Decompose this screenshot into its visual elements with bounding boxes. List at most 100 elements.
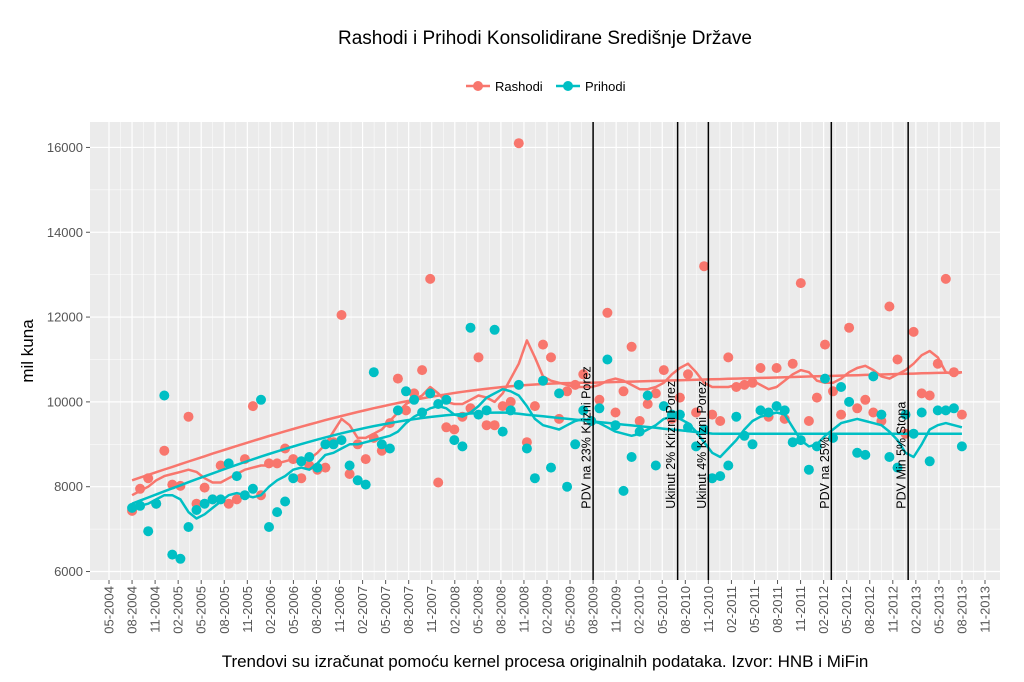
point-prihodi: [538, 375, 548, 386]
point-rashodi: [811, 392, 822, 403]
point-prihodi: [328, 439, 339, 450]
point-prihodi: [715, 471, 726, 482]
point-rashodi: [908, 326, 919, 337]
point-prihodi: [280, 496, 291, 507]
x-tick-label: 08-2009: [586, 586, 601, 634]
point-prihodi: [489, 324, 500, 335]
point-rashodi: [578, 369, 589, 380]
point-rashodi: [618, 386, 629, 397]
point-prihodi: [457, 441, 468, 452]
point-rashodi: [425, 273, 436, 284]
point-prihodi: [755, 405, 766, 416]
point-rashodi: [892, 354, 903, 365]
legend-label-rashodi: Rashodi: [495, 79, 543, 94]
point-prihodi: [852, 447, 863, 458]
x-tick-label: 08-2004: [125, 586, 140, 634]
point-prihodi: [844, 396, 855, 407]
point-prihodi: [932, 405, 943, 416]
point-prihodi: [191, 505, 202, 515]
point-prihodi: [691, 441, 702, 452]
point-rashodi: [755, 363, 766, 373]
point-prihodi: [143, 526, 154, 537]
point-prihodi: [368, 367, 379, 378]
point-prihodi: [529, 473, 540, 484]
vline-label: PDV na 25%: [818, 437, 832, 509]
x-axis: 05-2004 08-2004 11-2004 02-2005 05-2005 08-20…: [102, 580, 993, 634]
x-tick-label: 11-2008: [516, 586, 531, 633]
x-tick-label: 02-2007: [355, 586, 370, 634]
point-prihodi: [699, 424, 710, 435]
point-prihodi: [707, 473, 718, 484]
point-rashodi: [449, 424, 460, 435]
point-rashodi: [715, 416, 726, 426]
point-rashodi: [731, 382, 742, 392]
point-rashodi: [320, 462, 331, 473]
point-rashodi: [723, 352, 734, 363]
point-prihodi: [392, 405, 403, 416]
point-rashodi: [296, 473, 307, 484]
point-rashodi: [546, 352, 556, 363]
legend-marker-rashodi: [473, 81, 483, 91]
x-tick-label: 08-2010: [678, 586, 693, 634]
point-prihodi: [481, 405, 492, 416]
point-rashodi: [860, 394, 871, 405]
point-rashodi: [143, 473, 154, 484]
point-prihodi: [626, 452, 637, 462]
point-rashodi: [247, 401, 258, 412]
x-tick-label: 02-2013: [908, 586, 923, 634]
point-prihodi: [264, 522, 274, 532]
point-rashodi: [344, 469, 355, 479]
x-axis-caption: Trendovi su izračunat pomoću kernel proc…: [222, 652, 869, 671]
point-rashodi: [658, 365, 669, 376]
point-prihodi: [723, 460, 734, 471]
plot-panel: [90, 122, 1000, 580]
point-rashodi: [441, 422, 452, 433]
point-prihodi: [239, 490, 250, 501]
point-prihodi: [916, 407, 927, 418]
point-rashodi: [417, 365, 428, 376]
x-tick-label: 11-2006: [332, 586, 347, 633]
point-rashodi: [707, 409, 718, 420]
point-prihodi: [312, 462, 323, 473]
point-rashodi: [481, 420, 492, 431]
point-prihodi: [795, 435, 806, 446]
point-prihodi: [948, 403, 959, 414]
point-prihodi: [683, 422, 693, 433]
point-prihodi: [594, 403, 605, 414]
point-rashodi: [288, 454, 299, 465]
point-rashodi: [505, 396, 516, 407]
point-rashodi: [820, 339, 830, 350]
point-prihodi: [876, 409, 887, 420]
point-rashodi: [916, 388, 927, 399]
point-prihodi: [336, 435, 347, 446]
point-prihodi: [320, 439, 331, 450]
x-tick-label: 02-2005: [171, 586, 186, 634]
vline-label: Ukinut 4% Krizni Porez: [695, 381, 709, 509]
x-tick-label: 05-2005: [194, 586, 209, 634]
point-rashodi: [231, 494, 242, 505]
point-prihodi: [127, 502, 138, 513]
point-prihodi: [513, 379, 524, 390]
point-rashodi: [956, 409, 967, 420]
point-prihodi: [376, 439, 387, 450]
point-prihodi: [618, 485, 629, 496]
x-tick-label: 05-2004: [102, 586, 117, 634]
y-tick-label: 16000: [47, 140, 83, 155]
point-prihodi: [602, 354, 613, 365]
point-prihodi: [135, 500, 146, 511]
point-prihodi: [215, 494, 226, 505]
x-tick-label: 05-2008: [470, 586, 485, 634]
point-rashodi: [433, 477, 444, 488]
y-axis: 6000 8000 10000 12000 14000 16000: [47, 140, 90, 579]
point-prihodi: [811, 441, 822, 452]
series-layer: [127, 138, 967, 564]
point-prihodi: [384, 443, 395, 454]
point-rashodi: [570, 379, 581, 390]
point-prihodi: [868, 371, 879, 382]
point-rashodi: [223, 498, 234, 509]
point-prihodi: [924, 456, 935, 467]
point-prihodi: [521, 443, 532, 454]
point-prihodi: [940, 405, 951, 416]
point-prihodi: [505, 405, 516, 416]
point-prihodi: [272, 507, 283, 518]
